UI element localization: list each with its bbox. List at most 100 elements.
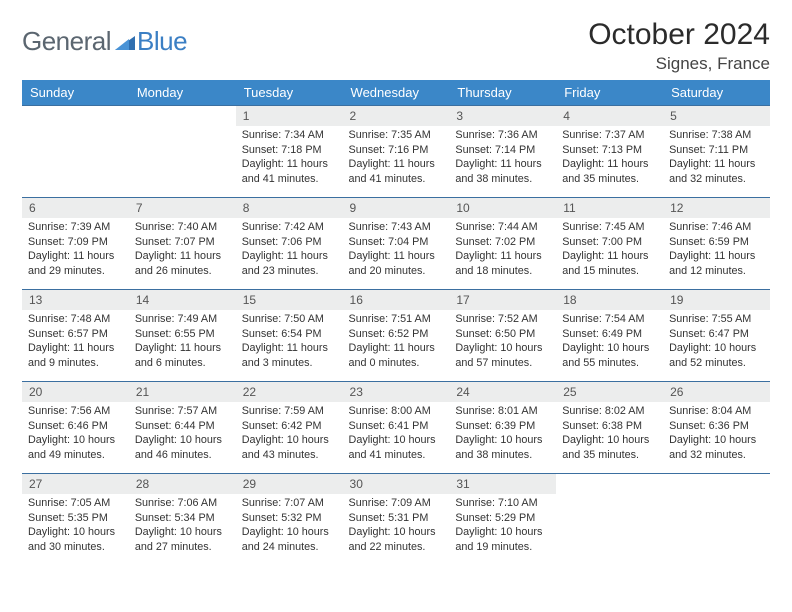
day-details: Sunrise: 7:10 AMSunset: 5:29 PMDaylight:… — [449, 494, 556, 558]
logo-text-general: General — [22, 26, 111, 57]
daylight-line: Daylight: 11 hours and 23 minutes. — [242, 249, 337, 278]
sunset-line: Sunset: 7:04 PM — [349, 235, 444, 250]
day-number: 8 — [236, 198, 343, 218]
calendar-day-cell: 13 Sunrise: 7:48 AMSunset: 6:57 PMDayligh… — [22, 290, 129, 382]
calendar-day-cell: 11Sunrise: 7:45 AMSunset: 7:00 PMDayligh… — [556, 198, 663, 290]
sunset-line: Sunset: 7:14 PM — [455, 143, 550, 158]
daylight-line: Daylight: 10 hours and 43 minutes. — [242, 433, 337, 462]
day-details: Sunrise: 7:44 AMSunset: 7:02 PMDaylight:… — [449, 218, 556, 282]
day-number: 4 — [556, 106, 663, 126]
calendar-day-cell: 9 Sunrise: 7:43 AMSunset: 7:04 PMDaylight… — [343, 198, 450, 290]
sunset-line: Sunset: 6:54 PM — [242, 327, 337, 342]
calendar-empty-cell — [22, 106, 129, 198]
sunset-line: Sunset: 7:00 PM — [562, 235, 657, 250]
calendar-day-cell: 14Sunrise: 7:49 AMSunset: 6:55 PMDayligh… — [129, 290, 236, 382]
sunrise-line: Sunrise: 7:36 AM — [455, 128, 550, 143]
day-details: Sunrise: 7:46 AMSunset: 6:59 PMDaylight:… — [663, 218, 770, 282]
daylight-line: Daylight: 11 hours and 9 minutes. — [28, 341, 123, 370]
sunrise-line: Sunrise: 7:48 AM — [28, 312, 123, 327]
day-details: Sunrise: 7:54 AMSunset: 6:49 PMDaylight:… — [556, 310, 663, 374]
calendar-empty-cell — [556, 474, 663, 566]
day-number: 30 — [343, 474, 450, 494]
day-details: Sunrise: 7:45 AMSunset: 7:00 PMDaylight:… — [556, 218, 663, 282]
day-details: Sunrise: 7:52 AMSunset: 6:50 PMDaylight:… — [449, 310, 556, 374]
weekday-header: Thursday — [449, 80, 556, 106]
calendar-day-cell: 5Sunrise: 7:38 AMSunset: 7:11 PMDaylight… — [663, 106, 770, 198]
day-number: 18 — [556, 290, 663, 310]
day-number: 10 — [449, 198, 556, 218]
daylight-line: Daylight: 11 hours and 12 minutes. — [669, 249, 764, 278]
sunrise-line: Sunrise: 7:52 AM — [455, 312, 550, 327]
sunrise-line: Sunrise: 7:39 AM — [28, 220, 123, 235]
sunrise-line: Sunrise: 7:55 AM — [669, 312, 764, 327]
calendar-week-row: 20Sunrise: 7:56 AMSunset: 6:46 PMDayligh… — [22, 382, 770, 474]
calendar-day-cell: 18Sunrise: 7:54 AMSunset: 6:49 PMDayligh… — [556, 290, 663, 382]
day-details: Sunrise: 7:35 AMSunset: 7:16 PMDaylight:… — [343, 126, 450, 190]
calendar-day-cell: 27Sunrise: 7:05 AMSunset: 5:35 PMDayligh… — [22, 474, 129, 566]
sunrise-line: Sunrise: 7:43 AM — [349, 220, 444, 235]
day-details: Sunrise: 7:05 AMSunset: 5:35 PMDaylight:… — [22, 494, 129, 558]
day-details: Sunrise: 7:49 AMSunset: 6:55 PMDaylight:… — [129, 310, 236, 374]
daylight-line: Daylight: 11 hours and 41 minutes. — [349, 157, 444, 186]
calendar-page: General Blue October 2024 Signes, France… — [0, 0, 792, 584]
month-title: October 2024 — [588, 18, 770, 52]
day-number: 2 — [343, 106, 450, 126]
sunrise-line: Sunrise: 7:34 AM — [242, 128, 337, 143]
daylight-line: Daylight: 11 hours and 20 minutes. — [349, 249, 444, 278]
day-number: 12 — [663, 198, 770, 218]
day-number: 11 — [556, 198, 663, 218]
day-number: 23 — [343, 382, 450, 402]
calendar-day-cell: 30Sunrise: 7:09 AMSunset: 5:31 PMDayligh… — [343, 474, 450, 566]
day-number: 14 — [129, 290, 236, 310]
sunset-line: Sunset: 5:35 PM — [28, 511, 123, 526]
sunrise-line: Sunrise: 7:45 AM — [562, 220, 657, 235]
daylight-line: Daylight: 11 hours and 38 minutes. — [455, 157, 550, 186]
day-details: Sunrise: 8:02 AMSunset: 6:38 PMDaylight:… — [556, 402, 663, 466]
day-number: 20 — [22, 382, 129, 402]
day-number: 6 — [22, 198, 129, 218]
day-number: 27 — [22, 474, 129, 494]
day-details: Sunrise: 7:42 AMSunset: 7:06 PMDaylight:… — [236, 218, 343, 282]
day-number: 13 — [22, 290, 129, 310]
daylight-line: Daylight: 11 hours and 29 minutes. — [28, 249, 123, 278]
calendar-day-cell: 25Sunrise: 8:02 AMSunset: 6:38 PMDayligh… — [556, 382, 663, 474]
calendar-day-cell: 29Sunrise: 7:07 AMSunset: 5:32 PMDayligh… — [236, 474, 343, 566]
sunrise-line: Sunrise: 7:49 AM — [135, 312, 230, 327]
day-number: 9 — [343, 198, 450, 218]
sunrise-line: Sunrise: 7:38 AM — [669, 128, 764, 143]
day-number: 15 — [236, 290, 343, 310]
daylight-line: Daylight: 10 hours and 41 minutes. — [349, 433, 444, 462]
sunrise-line: Sunrise: 7:57 AM — [135, 404, 230, 419]
day-number: 31 — [449, 474, 556, 494]
daylight-line: Daylight: 10 hours and 19 minutes. — [455, 525, 550, 554]
sunrise-line: Sunrise: 7:42 AM — [242, 220, 337, 235]
day-number: 3 — [449, 106, 556, 126]
sunset-line: Sunset: 6:59 PM — [669, 235, 764, 250]
sunrise-line: Sunrise: 7:10 AM — [455, 496, 550, 511]
calendar-day-cell: 1Sunrise: 7:34 AMSunset: 7:18 PMDaylight… — [236, 106, 343, 198]
sunset-line: Sunset: 6:55 PM — [135, 327, 230, 342]
calendar-day-cell: 3 Sunrise: 7:36 AMSunset: 7:14 PMDaylight… — [449, 106, 556, 198]
day-details: Sunrise: 7:37 AMSunset: 7:13 PMDaylight:… — [556, 126, 663, 190]
sunset-line: Sunset: 6:57 PM — [28, 327, 123, 342]
sunrise-line: Sunrise: 7:07 AM — [242, 496, 337, 511]
day-number: 22 — [236, 382, 343, 402]
title-block: October 2024 Signes, France — [588, 18, 770, 74]
sunset-line: Sunset: 6:49 PM — [562, 327, 657, 342]
calendar-day-cell: 12Sunrise: 7:46 AMSunset: 6:59 PMDayligh… — [663, 198, 770, 290]
logo-triangle-icon — [115, 34, 135, 55]
calendar-day-cell: 4Sunrise: 7:37 AMSunset: 7:13 PMDaylight… — [556, 106, 663, 198]
sunrise-line: Sunrise: 7:44 AM — [455, 220, 550, 235]
sunrise-line: Sunrise: 7:37 AM — [562, 128, 657, 143]
sunset-line: Sunset: 6:46 PM — [28, 419, 123, 434]
daylight-line: Daylight: 11 hours and 15 minutes. — [562, 249, 657, 278]
sunrise-line: Sunrise: 8:02 AM — [562, 404, 657, 419]
daylight-line: Daylight: 11 hours and 41 minutes. — [242, 157, 337, 186]
calendar-day-cell: 19Sunrise: 7:55 AMSunset: 6:47 PMDayligh… — [663, 290, 770, 382]
day-number: 29 — [236, 474, 343, 494]
calendar-body: 1Sunrise: 7:34 AMSunset: 7:18 PMDaylight… — [22, 106, 770, 566]
sunset-line: Sunset: 7:09 PM — [28, 235, 123, 250]
sunset-line: Sunset: 5:31 PM — [349, 511, 444, 526]
daylight-line: Daylight: 10 hours and 24 minutes. — [242, 525, 337, 554]
sunset-line: Sunset: 7:07 PM — [135, 235, 230, 250]
